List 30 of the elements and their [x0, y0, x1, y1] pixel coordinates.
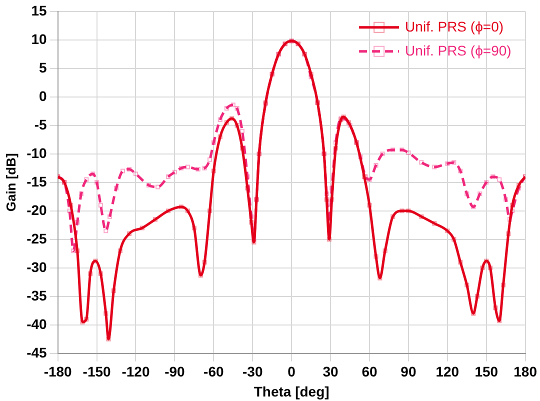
x-tick-label: 150	[474, 364, 498, 380]
legend-label: Unif. PRS (ϕ=0)	[405, 18, 504, 34]
x-tick-label: 90	[400, 364, 416, 380]
x-tick-label: -30	[242, 364, 263, 380]
y-tick-label: -40	[26, 316, 48, 332]
x-axis-title: Theta [deg]	[254, 383, 330, 400]
y-tick-label: -45	[26, 344, 48, 360]
y-tick-label: 0	[39, 88, 48, 104]
x-tick-label: 180	[514, 364, 538, 380]
y-tick-label: -30	[26, 258, 48, 275]
x-tick-label: 0	[288, 364, 296, 380]
y-tick-label: -20	[26, 202, 48, 218]
x-tick-label: 120	[436, 364, 460, 380]
x-tick-label: -150	[82, 364, 112, 380]
x-tick-label: -180	[44, 364, 72, 380]
y-tick-label: -15	[26, 173, 48, 190]
x-tick-label: -60	[204, 364, 224, 380]
x-tick-label: 60	[362, 364, 378, 380]
y-tick-label: -25	[26, 230, 48, 246]
y-tick-label: 5	[39, 59, 48, 76]
y-axis-title: Gain [dB]	[3, 153, 18, 212]
legend-label: Unif. PRS (ϕ=90)	[405, 42, 512, 58]
y-tick-label: -5	[34, 116, 48, 132]
y-tick-label: -35	[26, 287, 48, 304]
y-tick-label: 15	[31, 2, 48, 18]
y-tick-label: -10	[26, 144, 48, 161]
y-tick-label: 10	[31, 30, 48, 47]
x-tick-label: 30	[322, 364, 339, 380]
x-tick-label: -90	[164, 364, 186, 380]
x-tick-label: -120	[122, 364, 150, 380]
